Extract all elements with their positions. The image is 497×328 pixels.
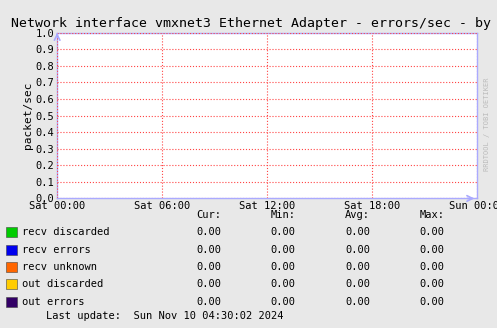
- Y-axis label: packet/sec: packet/sec: [23, 82, 33, 149]
- Text: 0.00: 0.00: [196, 279, 221, 289]
- Text: 0.00: 0.00: [271, 279, 296, 289]
- Text: 0.00: 0.00: [420, 262, 445, 272]
- Text: out errors: out errors: [22, 297, 85, 307]
- Text: Min:: Min:: [271, 210, 296, 220]
- Text: 0.00: 0.00: [271, 245, 296, 255]
- Text: 0.00: 0.00: [345, 262, 370, 272]
- Title: Network interface vmxnet3 Ethernet Adapter - errors/sec - by day: Network interface vmxnet3 Ethernet Adapt…: [11, 17, 497, 30]
- Text: 0.00: 0.00: [420, 245, 445, 255]
- Text: Cur:: Cur:: [196, 210, 221, 220]
- Text: 0.00: 0.00: [271, 262, 296, 272]
- Text: 0.00: 0.00: [420, 297, 445, 307]
- Text: 0.00: 0.00: [196, 262, 221, 272]
- Text: 0.00: 0.00: [271, 297, 296, 307]
- Text: 0.00: 0.00: [196, 227, 221, 237]
- Text: 0.00: 0.00: [420, 227, 445, 237]
- Text: 0.00: 0.00: [196, 297, 221, 307]
- Text: Max:: Max:: [420, 210, 445, 220]
- Text: 0.00: 0.00: [345, 279, 370, 289]
- Text: Avg:: Avg:: [345, 210, 370, 220]
- Text: Last update:  Sun Nov 10 04:30:02 2024: Last update: Sun Nov 10 04:30:02 2024: [46, 311, 283, 321]
- Text: RRDTOOL / TOBI OETIKER: RRDTOOL / TOBI OETIKER: [484, 78, 490, 172]
- Text: recv discarded: recv discarded: [22, 227, 110, 237]
- Text: 0.00: 0.00: [196, 245, 221, 255]
- Text: 0.00: 0.00: [345, 227, 370, 237]
- Text: 0.00: 0.00: [271, 227, 296, 237]
- Text: recv errors: recv errors: [22, 245, 91, 255]
- Text: recv unknown: recv unknown: [22, 262, 97, 272]
- Text: 0.00: 0.00: [345, 245, 370, 255]
- Text: 0.00: 0.00: [345, 297, 370, 307]
- Text: out discarded: out discarded: [22, 279, 103, 289]
- Text: 0.00: 0.00: [420, 279, 445, 289]
